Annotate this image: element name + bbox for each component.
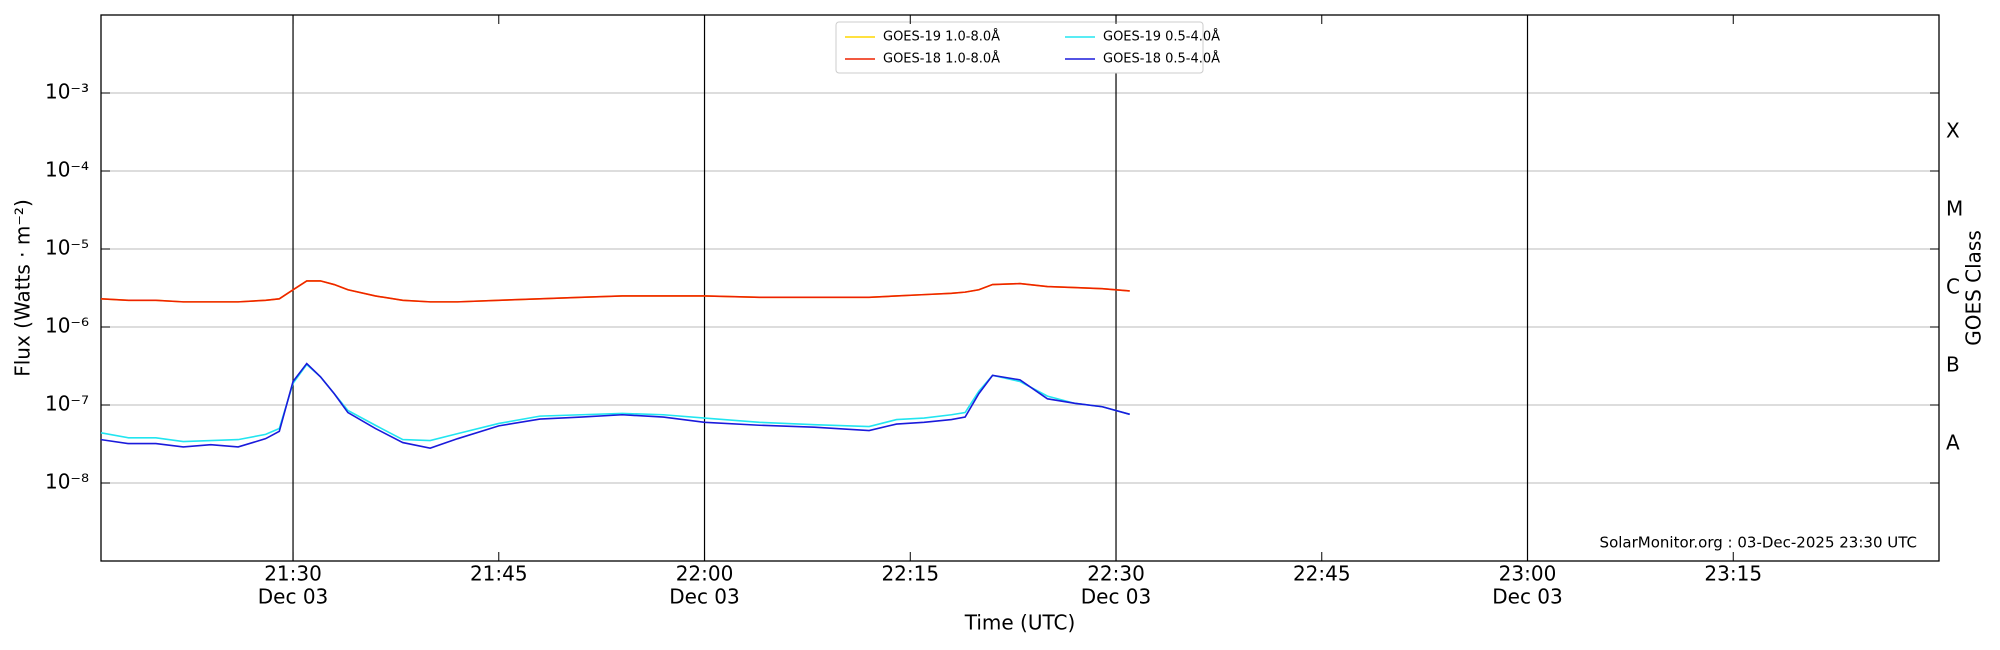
x-tick-label: 22:45: [1293, 562, 1351, 586]
legend-label: GOES-19 1.0-8.0Å: [883, 29, 1000, 45]
x-tick-label: 22:30: [1087, 562, 1145, 586]
x-tick-label: 22:00: [676, 562, 734, 586]
x-tick-label: 23:00: [1499, 562, 1557, 586]
y-tick-label: 10⁻⁶: [45, 314, 89, 338]
legend-label: GOES-19 0.5-4.0Å: [1103, 29, 1220, 45]
x-tick-sublabel: Dec 03: [1081, 585, 1152, 609]
y-tick-label: 10⁻³: [45, 80, 89, 104]
x-tick-sublabel: Dec 03: [1492, 585, 1563, 609]
x-axis-label: Time (UTC): [964, 611, 1076, 635]
annotation: SolarMonitor.org : 03-Dec-2025 23:30 UTC: [1600, 534, 1917, 552]
legend-label: GOES-18 0.5-4.0Å: [1103, 51, 1220, 67]
y2-tick-label: B: [1946, 353, 1960, 377]
plot-frame: [100, 14, 1940, 562]
y-tick-label: 10⁻⁴: [45, 158, 89, 182]
y2-tick-label: M: [1946, 197, 1963, 221]
y-tick-label: 10⁻⁷: [45, 392, 89, 416]
x-tick-label: 21:45: [470, 562, 528, 586]
y2-tick-label: C: [1946, 275, 1960, 299]
x-tick-sublabel: Dec 03: [669, 585, 740, 609]
y-axis-label: Flux (Watts · m⁻²): [11, 199, 35, 377]
plot-layer: [101, 15, 1939, 561]
legend-label: GOES-18 1.0-8.0Å: [883, 51, 1000, 67]
series-line: [100, 280, 1130, 303]
series-line: [100, 280, 1130, 303]
y2-tick-label: A: [1946, 431, 1960, 455]
y-tick-label: 10⁻⁸: [45, 470, 89, 494]
legend-box: [835, 21, 1204, 74]
x-tick-label: 22:15: [881, 562, 939, 586]
x-tick-sublabel: Dec 03: [258, 585, 329, 609]
series-line: [100, 362, 1130, 449]
x-tick-label: 23:15: [1704, 562, 1762, 586]
y2-axis-label: GOES Class: [1962, 230, 1986, 346]
x-tick-label: 21:30: [264, 562, 322, 586]
y-tick-label: 10⁻⁵: [45, 236, 89, 260]
y2-tick-label: X: [1946, 119, 1960, 143]
series-line: [100, 363, 1130, 443]
